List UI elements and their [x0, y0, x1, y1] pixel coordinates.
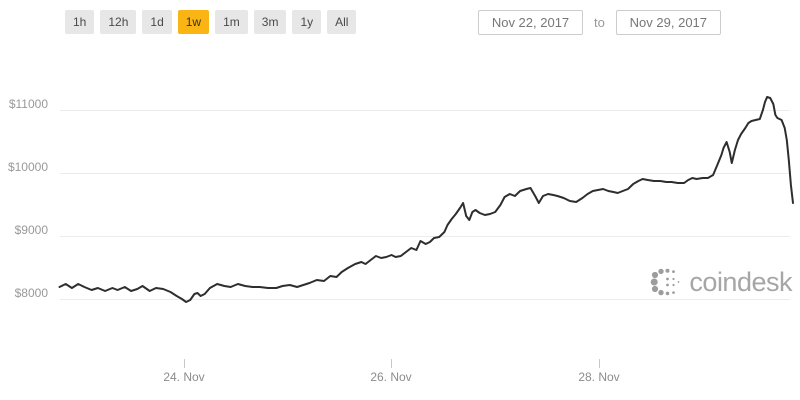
x-axis-tick	[599, 359, 600, 368]
date-range-to-label: to	[594, 15, 605, 30]
coindesk-wordmark: coindesk	[689, 267, 792, 297]
range-button-1d[interactable]: 1d	[142, 10, 172, 34]
gridline	[60, 110, 790, 111]
y-axis-label: $9000	[14, 223, 48, 237]
range-button-all[interactable]: All	[327, 10, 357, 34]
y-axis-label: $10000	[7, 160, 48, 174]
x-axis-tick	[184, 359, 185, 368]
coindesk-logo: coindesk	[650, 266, 792, 299]
range-button-3m[interactable]: 3m	[253, 10, 287, 34]
range-button-12h[interactable]: 12h	[100, 10, 137, 34]
date-from-input[interactable]	[478, 10, 583, 35]
x-axis-label: 28. Nov	[578, 370, 620, 384]
time-range-selector: 1h 12h 1d 1w 1m 3m 1y All	[65, 10, 357, 34]
gridline	[60, 236, 790, 237]
y-axis-label: $8000	[14, 286, 48, 300]
date-range-picker: to	[478, 10, 721, 35]
range-button-1w[interactable]: 1w	[177, 10, 210, 34]
x-axis-label: 26. Nov	[370, 370, 412, 384]
date-to-input[interactable]	[615, 10, 721, 35]
gridline	[60, 173, 790, 174]
range-button-1m[interactable]: 1m	[215, 10, 248, 34]
range-button-1h[interactable]: 1h	[65, 10, 95, 34]
y-axis-label: $11000	[8, 97, 48, 111]
x-axis-tick	[391, 359, 392, 368]
gridline	[60, 299, 790, 300]
x-axis-label: 24. Nov	[163, 370, 205, 384]
coindesk-dots-icon	[651, 268, 680, 296]
range-button-1y[interactable]: 1y	[292, 10, 322, 34]
